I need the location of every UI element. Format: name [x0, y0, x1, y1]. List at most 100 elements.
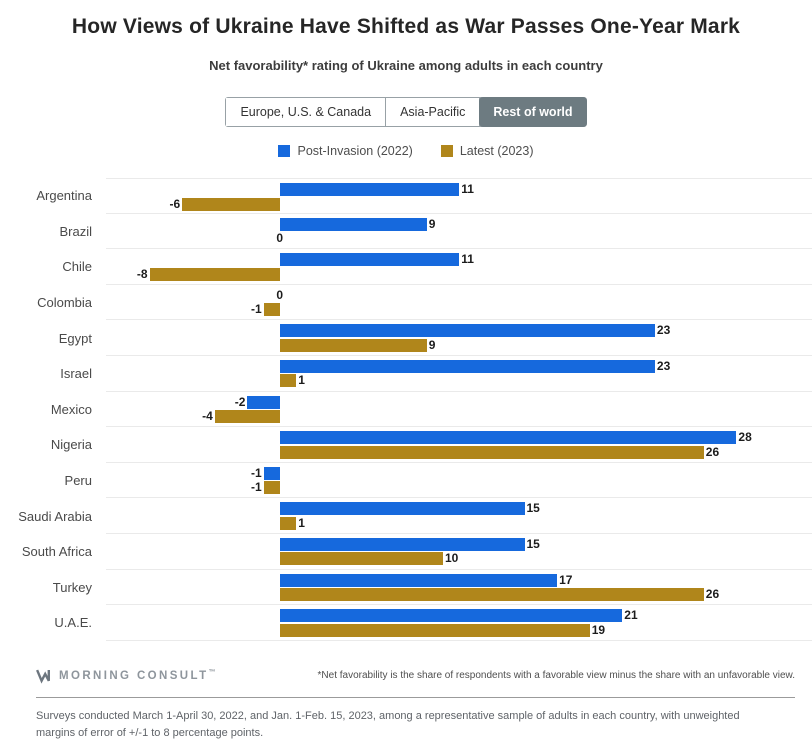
row-plot: 15 10 [106, 534, 812, 570]
chart-row: Brazil 9 0 [0, 214, 812, 250]
bar-value: -8 [136, 266, 148, 281]
bar-value: 0 [276, 287, 284, 302]
chart-row: Argentina 11 -6 [0, 178, 812, 214]
bar-value: 21 [624, 608, 638, 623]
bar-post-invasion[interactable] [280, 253, 460, 267]
morning-consult-mark-icon [36, 669, 50, 684]
country-label: Saudi Arabia [18, 508, 92, 524]
row-plot: 28 26 [106, 427, 812, 463]
chart-row: Turkey 17 26 [0, 570, 812, 606]
morning-consult-logo: MORNING CONSULT™ [36, 668, 218, 684]
bar-value: 15 [526, 536, 540, 551]
row-plot: 11 -6 [106, 178, 812, 214]
source-note: Surveys conducted March 1-April 30, 2022… [36, 709, 740, 740]
tab-asia-pacific[interactable]: Asia-Pacific [386, 98, 481, 126]
bar-value: 0 [276, 231, 284, 246]
country-label: South Africa [21, 544, 92, 560]
footer: MORNING CONSULT™ *Net favorability is th… [0, 668, 812, 684]
bar-post-invasion[interactable] [247, 395, 280, 409]
bar-value: -4 [202, 409, 213, 424]
bar-latest[interactable] [263, 481, 280, 495]
row-plot: 21 19 [106, 605, 812, 641]
bar-post-invasion[interactable] [280, 217, 427, 231]
row-plot: -1 -1 [106, 463, 812, 499]
country-label: Peru [64, 473, 92, 489]
bar-post-invasion[interactable] [280, 324, 655, 338]
bar-value: -1 [251, 480, 262, 495]
bar-latest[interactable] [280, 516, 297, 530]
bar-value: -1 [251, 465, 262, 480]
tab-group: Europe, U.S. & Canada Asia-Pacific Rest … [225, 97, 587, 127]
bar-value: 26 [705, 587, 720, 602]
country-label: Chile [62, 259, 92, 275]
bar-latest[interactable] [263, 303, 280, 317]
chart-row: Mexico -2 -4 [0, 392, 812, 428]
bar-value: 9 [428, 337, 436, 352]
row-plot: 23 1 [106, 356, 812, 392]
bar-latest[interactable] [280, 552, 443, 566]
footnote: *Net favorability is the share of respon… [317, 670, 795, 682]
bar-value: 23 [656, 323, 671, 338]
chart-row: Colombia 0 -1 [0, 285, 812, 321]
chart-row: Egypt 23 9 [0, 320, 812, 356]
bar-latest[interactable] [280, 445, 704, 459]
country-label: Mexico [50, 401, 92, 417]
row-plot: 0 -1 [106, 285, 812, 321]
region-tabs: Europe, U.S. & Canada Asia-Pacific Rest … [0, 97, 812, 127]
tab-europe-us-canada[interactable]: Europe, U.S. & Canada [226, 98, 387, 126]
chart-row: U.A.E. 21 19 [0, 605, 812, 641]
bar-value: -6 [169, 196, 181, 211]
bar-post-invasion[interactable] [280, 537, 525, 551]
country-label: Israel [60, 366, 92, 382]
row-plot: 15 1 [106, 498, 812, 534]
legend-item-post-invasion[interactable]: Post-Invasion (2022) [278, 144, 413, 158]
chart-legend: Post-Invasion (2022) Latest (2023) [0, 144, 812, 158]
chart-subtitle: Net favorability* rating of Ukraine amon… [209, 58, 603, 73]
legend-label: Latest (2023) [459, 144, 534, 158]
bar-value: 9 [428, 216, 436, 231]
bar-post-invasion[interactable] [280, 359, 655, 373]
row-plot: 17 26 [106, 570, 812, 606]
bar-post-invasion[interactable] [280, 431, 737, 445]
tab-rest-of-world[interactable]: Rest of world [479, 97, 587, 127]
bar-value: -1 [251, 302, 262, 317]
divider [36, 696, 795, 698]
chart-row: Saudi Arabia 15 1 [0, 498, 812, 534]
row-plot: 11 -8 [106, 249, 812, 285]
bar-value: 17 [559, 572, 573, 587]
bar-latest[interactable] [280, 588, 704, 602]
bar-post-invasion[interactable] [280, 183, 460, 196]
bar-value: 19 [591, 622, 606, 637]
bar-value: 11 [461, 252, 474, 267]
bar-latest[interactable] [182, 197, 280, 211]
bar-post-invasion[interactable] [280, 573, 558, 587]
row-plot: 23 9 [106, 320, 812, 356]
bar-value: 10 [445, 551, 459, 566]
legend-item-latest[interactable]: Latest (2023) [440, 144, 534, 158]
country-label: U.A.E. [54, 615, 92, 631]
bar-latest[interactable] [280, 623, 590, 637]
bar-latest[interactable] [280, 338, 427, 352]
country-label: Brazil [59, 223, 92, 239]
bar-latest[interactable] [149, 267, 280, 281]
chart-row: South Africa 15 10 [0, 534, 812, 570]
brand-name: MORNING CONSULT™ [59, 669, 218, 683]
country-label: Colombia [37, 295, 92, 311]
bar-post-invasion[interactable] [280, 502, 525, 516]
legend-swatch-blue-icon [278, 145, 291, 157]
bar-latest[interactable] [214, 410, 280, 424]
bar-post-invasion[interactable] [280, 609, 623, 623]
row-plot: -2 -4 [106, 392, 812, 428]
chart-row: Nigeria 28 26 [0, 427, 812, 463]
chart-row: Israel 23 1 [0, 356, 812, 392]
bar-chart: Argentina 11 -6 Brazil 9 0 Chile 11 -8 Colombia 0-… [0, 178, 812, 641]
bar-latest[interactable] [280, 374, 297, 388]
bar-value: 1 [298, 515, 305, 530]
bar-value: 26 [705, 444, 720, 459]
chart-title: How Views of Ukraine Have Shifted as War… [71, 15, 741, 38]
bar-value: 11 [461, 182, 474, 196]
bar-post-invasion[interactable] [263, 466, 280, 480]
legend-label: Post-Invasion (2022) [297, 144, 413, 158]
